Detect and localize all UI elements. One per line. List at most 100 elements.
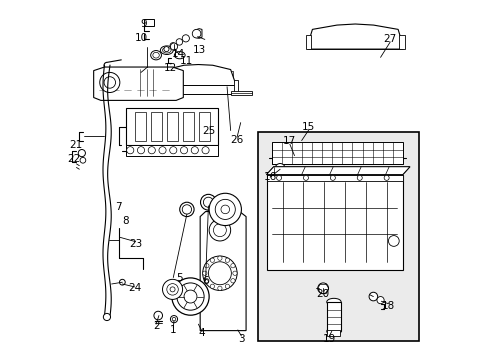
Circle shape bbox=[180, 147, 188, 154]
Circle shape bbox=[203, 197, 214, 207]
Text: 18: 18 bbox=[382, 301, 395, 311]
Circle shape bbox=[205, 264, 209, 268]
Polygon shape bbox=[354, 28, 361, 45]
Circle shape bbox=[210, 258, 215, 262]
Circle shape bbox=[221, 205, 230, 214]
Circle shape bbox=[103, 314, 111, 320]
Text: 5: 5 bbox=[176, 273, 183, 283]
Circle shape bbox=[170, 42, 176, 48]
Circle shape bbox=[303, 175, 309, 180]
Circle shape bbox=[170, 287, 175, 292]
Circle shape bbox=[180, 202, 194, 217]
Bar bbox=[135, 112, 146, 141]
Circle shape bbox=[192, 30, 201, 38]
Circle shape bbox=[323, 186, 332, 195]
Circle shape bbox=[177, 283, 204, 310]
Text: 24: 24 bbox=[128, 283, 141, 293]
Circle shape bbox=[215, 199, 235, 220]
Polygon shape bbox=[337, 30, 343, 45]
Polygon shape bbox=[371, 31, 378, 45]
Bar bbox=[151, 112, 162, 141]
Circle shape bbox=[104, 77, 116, 88]
Bar bbox=[272, 142, 403, 164]
Circle shape bbox=[384, 175, 389, 180]
Polygon shape bbox=[195, 29, 202, 39]
Circle shape bbox=[154, 311, 163, 320]
Polygon shape bbox=[212, 69, 218, 85]
Circle shape bbox=[389, 235, 399, 246]
Bar bbox=[159, 80, 163, 94]
Circle shape bbox=[137, 147, 145, 154]
Circle shape bbox=[218, 256, 222, 260]
Polygon shape bbox=[94, 67, 183, 100]
Bar bbox=[267, 175, 403, 181]
Text: 7: 7 bbox=[116, 202, 122, 212]
Text: 14: 14 bbox=[172, 49, 185, 59]
Bar bbox=[258, 132, 419, 341]
Circle shape bbox=[182, 35, 190, 42]
Text: 10: 10 bbox=[134, 33, 147, 43]
Circle shape bbox=[278, 172, 285, 179]
Ellipse shape bbox=[174, 51, 185, 59]
Bar bbox=[399, 35, 405, 49]
Text: 21: 21 bbox=[69, 140, 82, 150]
Text: 6: 6 bbox=[202, 276, 209, 286]
Circle shape bbox=[172, 318, 176, 321]
Circle shape bbox=[159, 147, 166, 154]
Polygon shape bbox=[389, 34, 395, 45]
Text: 3: 3 bbox=[238, 333, 245, 343]
Text: 11: 11 bbox=[180, 56, 194, 66]
Circle shape bbox=[369, 292, 378, 301]
Circle shape bbox=[200, 194, 216, 210]
Circle shape bbox=[148, 147, 155, 154]
Circle shape bbox=[126, 147, 134, 154]
Polygon shape bbox=[320, 33, 326, 45]
Circle shape bbox=[275, 163, 285, 174]
Text: 13: 13 bbox=[193, 45, 206, 55]
Bar bbox=[126, 108, 219, 145]
Polygon shape bbox=[363, 30, 369, 45]
Circle shape bbox=[225, 258, 230, 262]
Polygon shape bbox=[308, 24, 403, 49]
Bar bbox=[267, 175, 403, 270]
Circle shape bbox=[218, 286, 222, 291]
Bar bbox=[327, 302, 341, 331]
Circle shape bbox=[231, 264, 235, 268]
Text: 26: 26 bbox=[230, 135, 244, 145]
Polygon shape bbox=[196, 67, 201, 85]
Circle shape bbox=[171, 316, 177, 323]
Circle shape bbox=[231, 279, 235, 283]
Circle shape bbox=[357, 175, 362, 180]
Polygon shape bbox=[200, 212, 246, 330]
Circle shape bbox=[214, 224, 226, 237]
Bar bbox=[306, 35, 311, 49]
Bar bbox=[231, 91, 252, 95]
Polygon shape bbox=[220, 70, 225, 85]
Circle shape bbox=[184, 290, 197, 303]
Ellipse shape bbox=[327, 328, 341, 335]
Circle shape bbox=[170, 147, 177, 154]
Text: 2: 2 bbox=[153, 321, 159, 331]
Circle shape bbox=[208, 262, 231, 285]
Polygon shape bbox=[267, 167, 410, 175]
Circle shape bbox=[182, 205, 192, 214]
Circle shape bbox=[120, 279, 125, 285]
Text: 16: 16 bbox=[264, 172, 277, 182]
Circle shape bbox=[100, 72, 120, 93]
Circle shape bbox=[276, 175, 282, 180]
Polygon shape bbox=[267, 167, 410, 175]
Ellipse shape bbox=[160, 46, 173, 54]
Circle shape bbox=[342, 189, 350, 198]
Polygon shape bbox=[188, 68, 194, 85]
Circle shape bbox=[203, 271, 207, 275]
Ellipse shape bbox=[327, 298, 341, 306]
Circle shape bbox=[210, 284, 215, 288]
Polygon shape bbox=[227, 71, 233, 85]
Ellipse shape bbox=[163, 47, 171, 53]
Ellipse shape bbox=[151, 50, 161, 60]
Circle shape bbox=[209, 220, 231, 241]
Circle shape bbox=[176, 39, 183, 45]
Circle shape bbox=[78, 149, 85, 157]
Text: 1: 1 bbox=[170, 325, 176, 335]
Bar bbox=[144, 19, 154, 26]
